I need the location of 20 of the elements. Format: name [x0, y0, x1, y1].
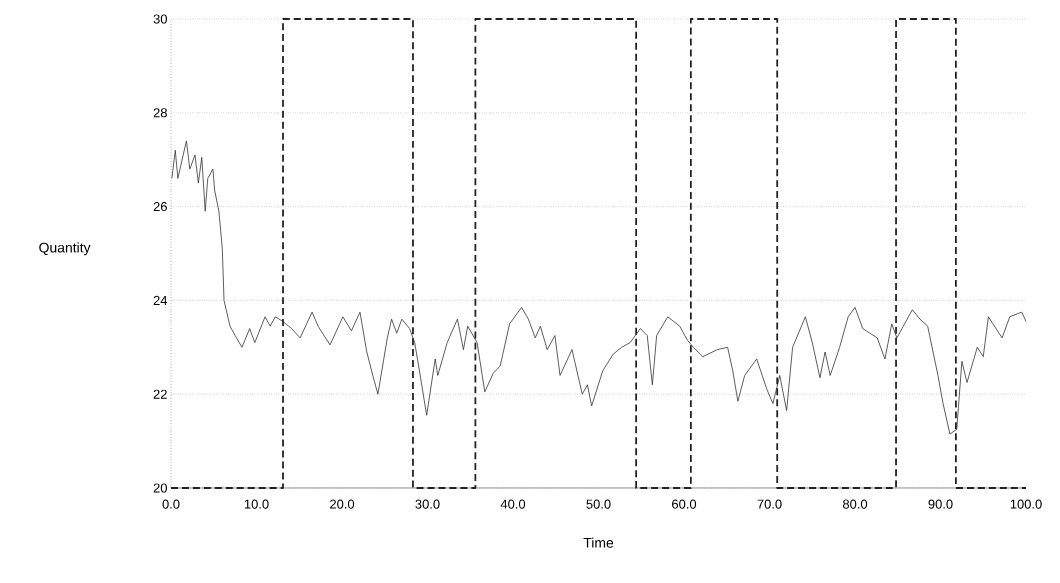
x-tick-label: 40.0	[500, 499, 526, 509]
y-tick-label: 30	[153, 14, 167, 24]
y-tick-label: 20	[153, 483, 167, 493]
x-tick-label: 10.0	[244, 499, 269, 509]
x-tick-label: 70.0	[757, 499, 782, 509]
y-tick-label: 24	[153, 295, 168, 305]
x-axis-title: Time	[583, 537, 614, 548]
x-tick-label: 30.0	[415, 499, 440, 509]
x-tick-label: 60.0	[672, 499, 697, 509]
x-tick-label: 0.0	[162, 499, 180, 509]
y-tick-label: 26	[153, 202, 167, 212]
line-series	[171, 140, 1027, 435]
x-tick-label: 50.0	[586, 499, 611, 509]
x-tick-label: 80.0	[842, 499, 868, 509]
x-tick-label: 20.0	[330, 499, 355, 509]
y-axis-title: Quantity	[39, 242, 91, 256]
x-tick-label: 90.0	[928, 499, 953, 509]
x-tick-label: 100.0	[1010, 499, 1042, 509]
y-tick-label: 22	[153, 389, 167, 399]
y-tick-label: 28	[153, 108, 167, 118]
